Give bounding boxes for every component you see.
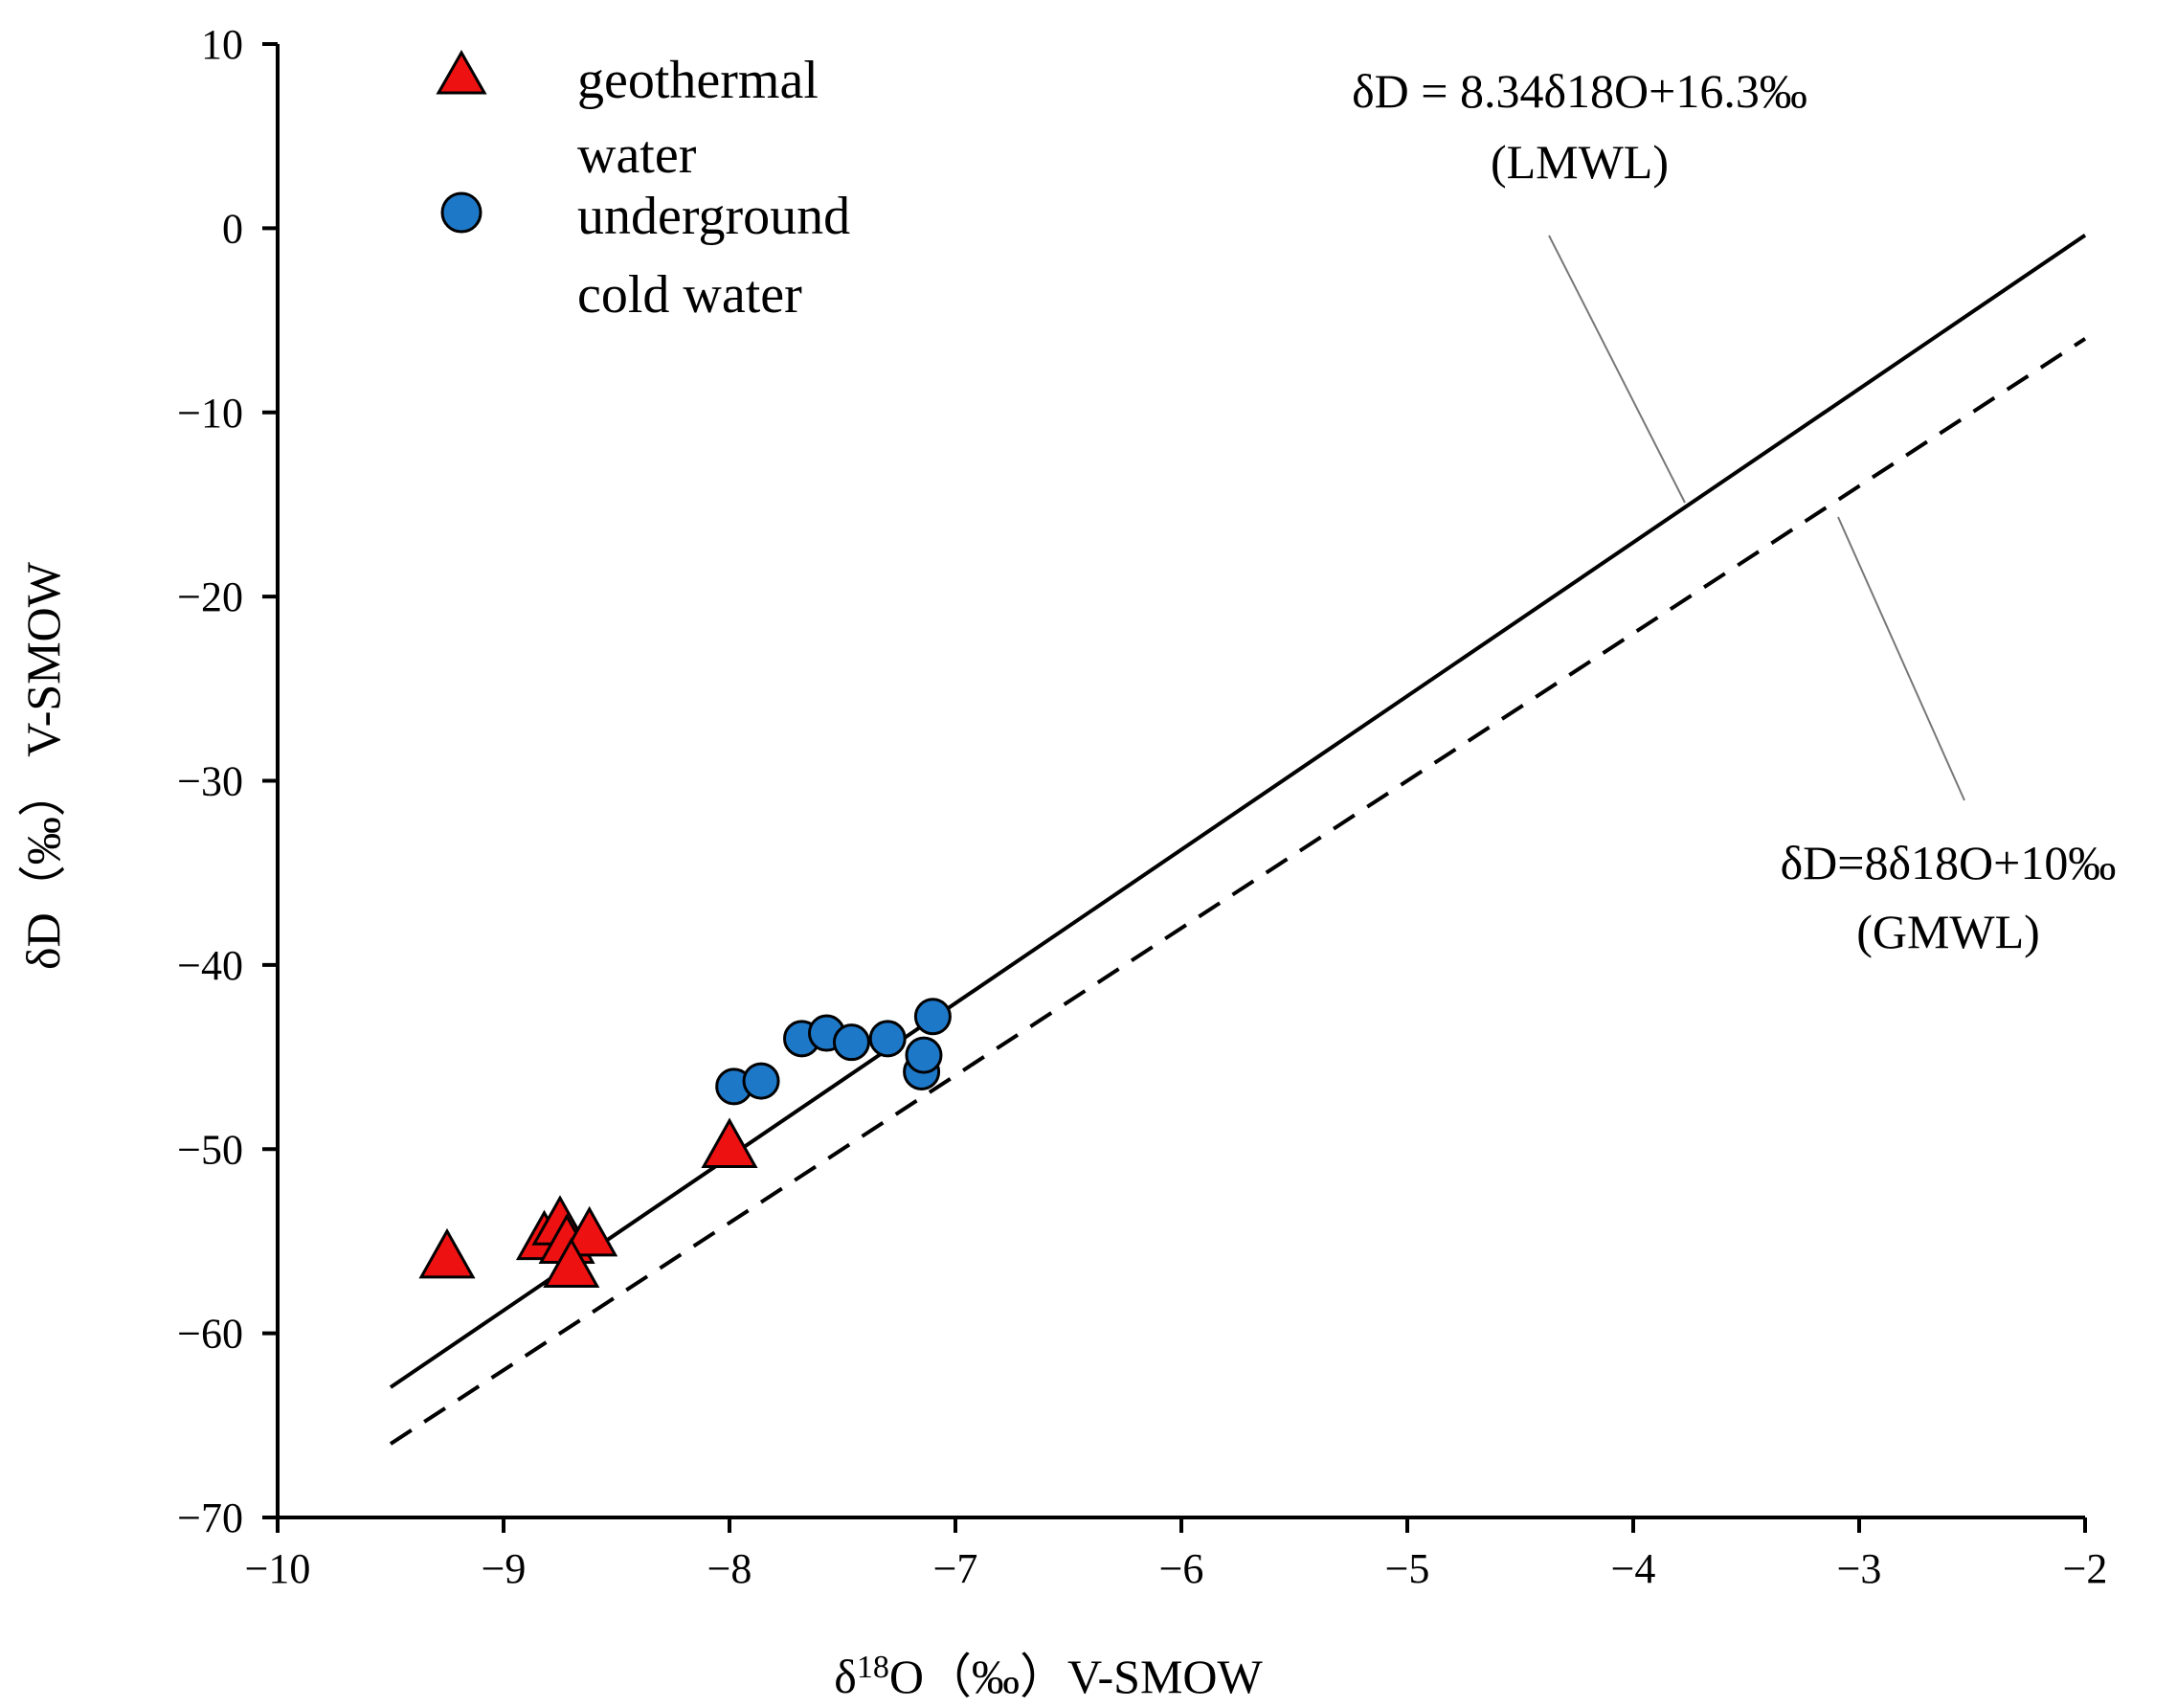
cold-water-point xyxy=(905,1036,943,1074)
lmwl-leader-line xyxy=(1548,235,1686,504)
y-tick-label: −60 xyxy=(177,1311,243,1358)
y-tick-label: 0 xyxy=(222,205,243,252)
legend: geothermal water underground cold water xyxy=(436,49,850,325)
x-axis-title-superscript: 18 xyxy=(857,1650,889,1685)
data-points xyxy=(418,998,952,1289)
x-tick-label: −10 xyxy=(245,1545,311,1592)
x-tick-label: −9 xyxy=(482,1545,527,1592)
legend-label-geothermal-line2: water xyxy=(577,125,697,185)
lmwl-line xyxy=(389,234,2087,1389)
gmwl-line xyxy=(389,337,2087,1446)
legend-marker-underground xyxy=(440,191,483,234)
x-tick-label: −2 xyxy=(2063,1545,2108,1592)
annotations: δD = 8.34δ18O+16.3‰ (LMWL) δD=8δ18O+10‰ … xyxy=(1352,64,2116,958)
x-axis-title-prefix: δ xyxy=(834,1650,857,1703)
x-tick-label: −4 xyxy=(1611,1545,1656,1592)
x-tick-label: −6 xyxy=(1159,1545,1204,1592)
legend-label-geothermal-line1: geothermal xyxy=(577,51,819,110)
x-axis-title-rest: O（‰）V-SMOW xyxy=(889,1650,1264,1703)
legend-marker-geothermal xyxy=(436,49,487,95)
cold-water-point xyxy=(913,998,952,1036)
geothermal-point xyxy=(701,1117,758,1168)
legend-label-underground-line1: underground xyxy=(577,187,850,246)
x-tick-label: −7 xyxy=(933,1545,978,1592)
lmwl-equation-label: δD = 8.34δ18O+16.3‰ xyxy=(1352,64,1807,118)
gmwl-leader-line xyxy=(1837,516,1965,801)
axes: 100−10−20−30−40−50−60−70−10 −9 −8 −7 −6 −5 −4−… xyxy=(177,21,2107,1592)
lmwl-name-label: (LMWL) xyxy=(1491,135,1669,189)
cold-water-point xyxy=(832,1023,870,1062)
geothermal-point xyxy=(561,1205,618,1257)
y-tick-label: −70 xyxy=(177,1494,243,1541)
x-axis-title: δ18O（‰）V-SMOW xyxy=(834,1650,1263,1703)
legend-label-underground-line2: cold water xyxy=(577,265,802,325)
y-tick-label: −40 xyxy=(177,942,243,989)
water-lines xyxy=(389,234,2087,1446)
cold-water-point xyxy=(742,1062,780,1100)
y-tick-label: −30 xyxy=(177,758,243,805)
cold-water-point xyxy=(868,1020,907,1058)
geothermal-point xyxy=(418,1227,476,1279)
gmwl-equation-label: δD=8δ18O+10‰ xyxy=(1781,836,2117,889)
gmwl-name-label: (GMWL) xyxy=(1856,905,2040,958)
y-tick-label: −50 xyxy=(177,1126,243,1173)
x-tick-label: −5 xyxy=(1385,1545,1430,1592)
y-tick-label: −20 xyxy=(177,573,243,620)
y-axis-title: δD（‰） V-SMOW xyxy=(16,561,70,970)
x-tick-label: −3 xyxy=(1837,1545,1882,1592)
geothermal-point xyxy=(543,1237,600,1289)
y-tick-label: −10 xyxy=(177,390,243,437)
y-tick-label: 10 xyxy=(201,21,243,68)
x-tick-label: −8 xyxy=(707,1545,752,1592)
